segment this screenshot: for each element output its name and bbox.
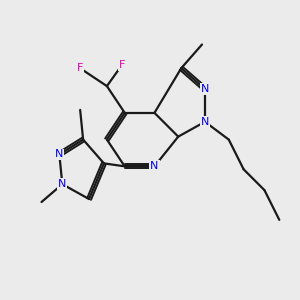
Text: N: N — [58, 179, 67, 189]
Text: F: F — [77, 63, 83, 73]
Text: N: N — [201, 117, 209, 127]
Text: N: N — [55, 149, 64, 160]
Text: N: N — [150, 161, 159, 171]
Text: F: F — [118, 60, 125, 70]
Text: N: N — [201, 84, 209, 94]
